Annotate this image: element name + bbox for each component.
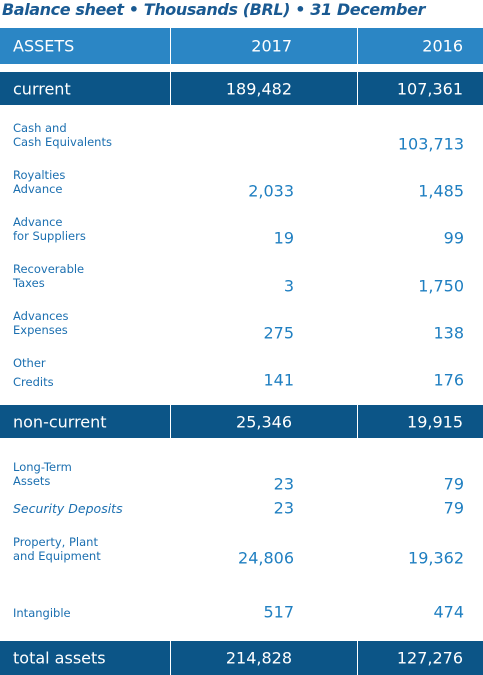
row-label: for Suppliers (13, 229, 86, 243)
row-label: Long-Term (13, 460, 72, 474)
header-row-label: ASSETS (13, 36, 75, 56)
section-row-value: 19,915 (407, 412, 463, 431)
row-label: Cash and (13, 121, 67, 135)
row-label: Credits (13, 375, 54, 389)
divider (357, 405, 358, 438)
section-row-label: non-current (13, 412, 107, 431)
row-label: Advance (13, 215, 63, 229)
divider (357, 72, 358, 105)
total-row-value: 214,828 (225, 648, 292, 668)
row-value: 275 (263, 323, 294, 343)
divider (170, 641, 171, 675)
row-value: 1,485 (418, 181, 464, 201)
total-row: total assets 214,828 127,276 (0, 641, 483, 675)
row-label: Other (13, 356, 46, 370)
header-row-value: 2016 (422, 36, 463, 56)
row-label: Expenses (13, 323, 68, 337)
divider (170, 405, 171, 438)
row-value: 474 (433, 602, 464, 622)
row-value: 23 (273, 498, 294, 518)
divider (357, 28, 358, 64)
row-label: and Equipment (13, 549, 101, 563)
row-value: 517 (263, 602, 294, 622)
row-value: 19 (273, 228, 294, 248)
row-label: Intangible (13, 606, 71, 620)
header-row-value: 2017 (251, 36, 292, 56)
row-label: Recoverable (13, 262, 85, 276)
row-value: 176 (433, 370, 464, 390)
row-value: 1,750 (418, 276, 464, 296)
row-label: Taxes (13, 276, 45, 290)
divider (170, 72, 171, 105)
row-label: Advances (13, 309, 69, 323)
divider (170, 28, 171, 64)
section-row: current 189,482 107,361 (0, 72, 483, 105)
row-value: 79 (443, 474, 464, 494)
row-value: 23 (273, 474, 294, 494)
row-value: 19,362 (408, 548, 464, 568)
section-row-value: 107,361 (396, 79, 463, 98)
section-row-value: 25,346 (236, 412, 292, 431)
row-label: Security Deposits (13, 501, 123, 516)
row-value: 141 (263, 370, 294, 390)
row-value: 3 (283, 276, 294, 296)
row-label: Advance (13, 182, 63, 196)
row-value: 2,033 (248, 181, 294, 201)
row-label: Cash Equivalents (13, 135, 112, 149)
section-row-label: current (13, 79, 71, 98)
row-value: 138 (433, 323, 464, 343)
row-value: 79 (443, 498, 464, 518)
row-label: Assets (13, 474, 51, 488)
row-value: 24,806 (238, 548, 294, 568)
total-row-value: 127,276 (396, 648, 463, 668)
divider (357, 641, 358, 675)
header-row: ASSETS 2017 2016 (0, 28, 483, 64)
section-row-value: 189,482 (225, 79, 292, 98)
row-value: 103,713 (397, 134, 464, 154)
row-value: 99 (443, 228, 464, 248)
row-label: Royalties (13, 168, 66, 182)
total-row-label: total assets (13, 648, 106, 668)
section-row: non-current 25,346 19,915 (0, 405, 483, 438)
row-label: Property, Plant (13, 535, 98, 549)
title: Balance sheet • Thousands (BRL) • 31 Dec… (2, 0, 426, 19)
